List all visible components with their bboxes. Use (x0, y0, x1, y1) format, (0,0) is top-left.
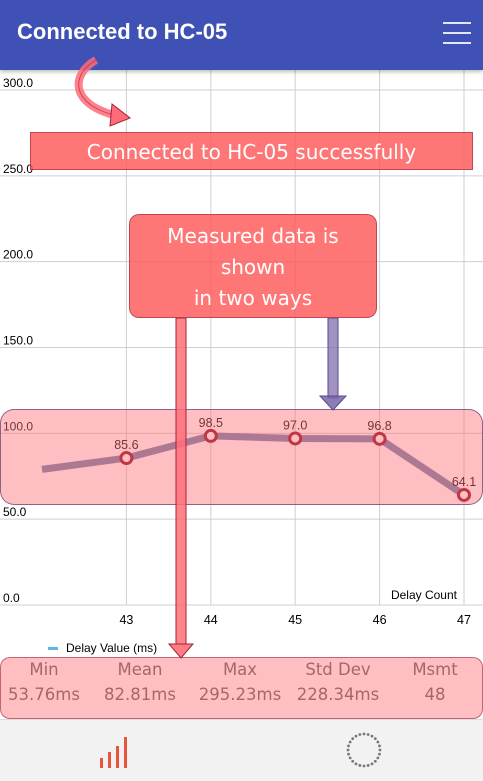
y-tick-label: 150.0 (3, 334, 33, 348)
spinner-dot (351, 759, 355, 763)
x-tick-label: 43 (119, 613, 133, 627)
nav-connection-tab[interactable] (300, 720, 420, 781)
bar-chart-icon (100, 737, 127, 768)
app-bar: Connected to HC-05 (0, 0, 483, 70)
spinner-dot (354, 734, 358, 738)
spinner-dot (346, 748, 350, 752)
stat-min: Min 53.76ms (0, 657, 92, 704)
spinner-dot (378, 748, 382, 752)
stat-value: 82.81ms (104, 685, 176, 704)
x-tick-label: 44 (204, 613, 218, 627)
data-label: 96.8 (367, 419, 391, 433)
data-point (119, 451, 134, 466)
stat-value: 228.34ms (296, 685, 380, 704)
spinner-dot (362, 732, 366, 736)
stat-label: Mean (117, 660, 163, 679)
callout-line: Measured data is (167, 224, 339, 248)
stat-value: 48 (424, 685, 446, 704)
legend-label: Delay Value (ms) (66, 641, 158, 655)
y-tick-label: 50.0 (3, 505, 27, 519)
spinner-dot (358, 764, 362, 767)
y-tick-label: 0.0 (3, 591, 20, 605)
callout-line: in two ways (193, 286, 313, 310)
stats-panel: Min 53.76ms Mean 82.81ms Max 295.23ms St… (0, 657, 483, 719)
spinner-dot (348, 756, 352, 760)
chart-highlight-band (0, 409, 483, 505)
data-label: 97.0 (283, 418, 307, 432)
stat-label: Msmt (412, 660, 458, 679)
spinner-dot (347, 744, 350, 748)
data-label: 98.5 (199, 416, 223, 430)
spinner-dot (373, 737, 377, 741)
y-tick-label: 200.0 (3, 248, 33, 262)
hamburger-menu-icon[interactable] (443, 20, 471, 46)
data-label: 64.1 (452, 475, 476, 489)
spinner-dot (376, 756, 380, 760)
loading-spinner-icon (346, 732, 382, 768)
stat-msmt: Msmt 48 (387, 657, 483, 704)
spinner-dot (378, 752, 381, 756)
y-tick-label: 300.0 (3, 76, 33, 90)
chart-legend: Delay Value (ms) (48, 640, 157, 656)
app-title: Connected to HC-05 (17, 19, 228, 44)
callout-line: shown (220, 255, 286, 279)
spinner-dot (362, 764, 366, 768)
spinner-dot (376, 740, 380, 744)
stat-value: 53.76ms (8, 685, 80, 704)
legend-swatch (48, 646, 58, 650)
stat-label: Std Dev (305, 660, 371, 679)
measured-data-callout: Measured data is shown in two ways (129, 214, 377, 318)
data-point (372, 431, 387, 446)
spinner-dot (370, 762, 374, 766)
spinner-dot (378, 744, 381, 748)
data-point (203, 428, 218, 443)
stats-highlight-band (0, 657, 483, 719)
x-tick-label: 45 (288, 613, 302, 627)
stat-label: Min (29, 660, 59, 679)
spinner-dot (366, 764, 370, 767)
series-line (41, 432, 466, 498)
bottom-navigation (0, 719, 483, 781)
stat-value: 295.23ms (198, 685, 282, 704)
connected-callout: Connected to HC-05 successfully (30, 132, 473, 170)
spinner-dot (354, 762, 358, 766)
stat-std-dev: Std Dev 228.34ms (290, 657, 386, 704)
spinner-dot (373, 759, 377, 763)
x-axis-label: Delay Count (391, 588, 458, 602)
spinner-dot (358, 733, 362, 736)
spinner-dot (347, 752, 350, 756)
y-tick-label: 250.0 (3, 162, 33, 176)
stat-max: Max 295.23ms (192, 657, 288, 704)
spinner-dot (366, 733, 370, 736)
spinner-dot (370, 734, 374, 738)
x-tick-label: 46 (373, 613, 387, 627)
stat-mean: Mean 82.81ms (92, 657, 188, 704)
spinner-dot (351, 737, 355, 741)
delay-line-chart: 300.0 250.0 200.0 150.0 100.0 50.0 0.0 43 44 45 46… (0, 70, 483, 660)
spinner-dot (348, 740, 352, 744)
nav-chart-tab[interactable] (56, 720, 176, 781)
data-label: 85.6 (114, 438, 138, 452)
x-tick-label: 47 (457, 613, 471, 627)
data-point (288, 431, 303, 446)
stat-label: Max (222, 660, 258, 679)
